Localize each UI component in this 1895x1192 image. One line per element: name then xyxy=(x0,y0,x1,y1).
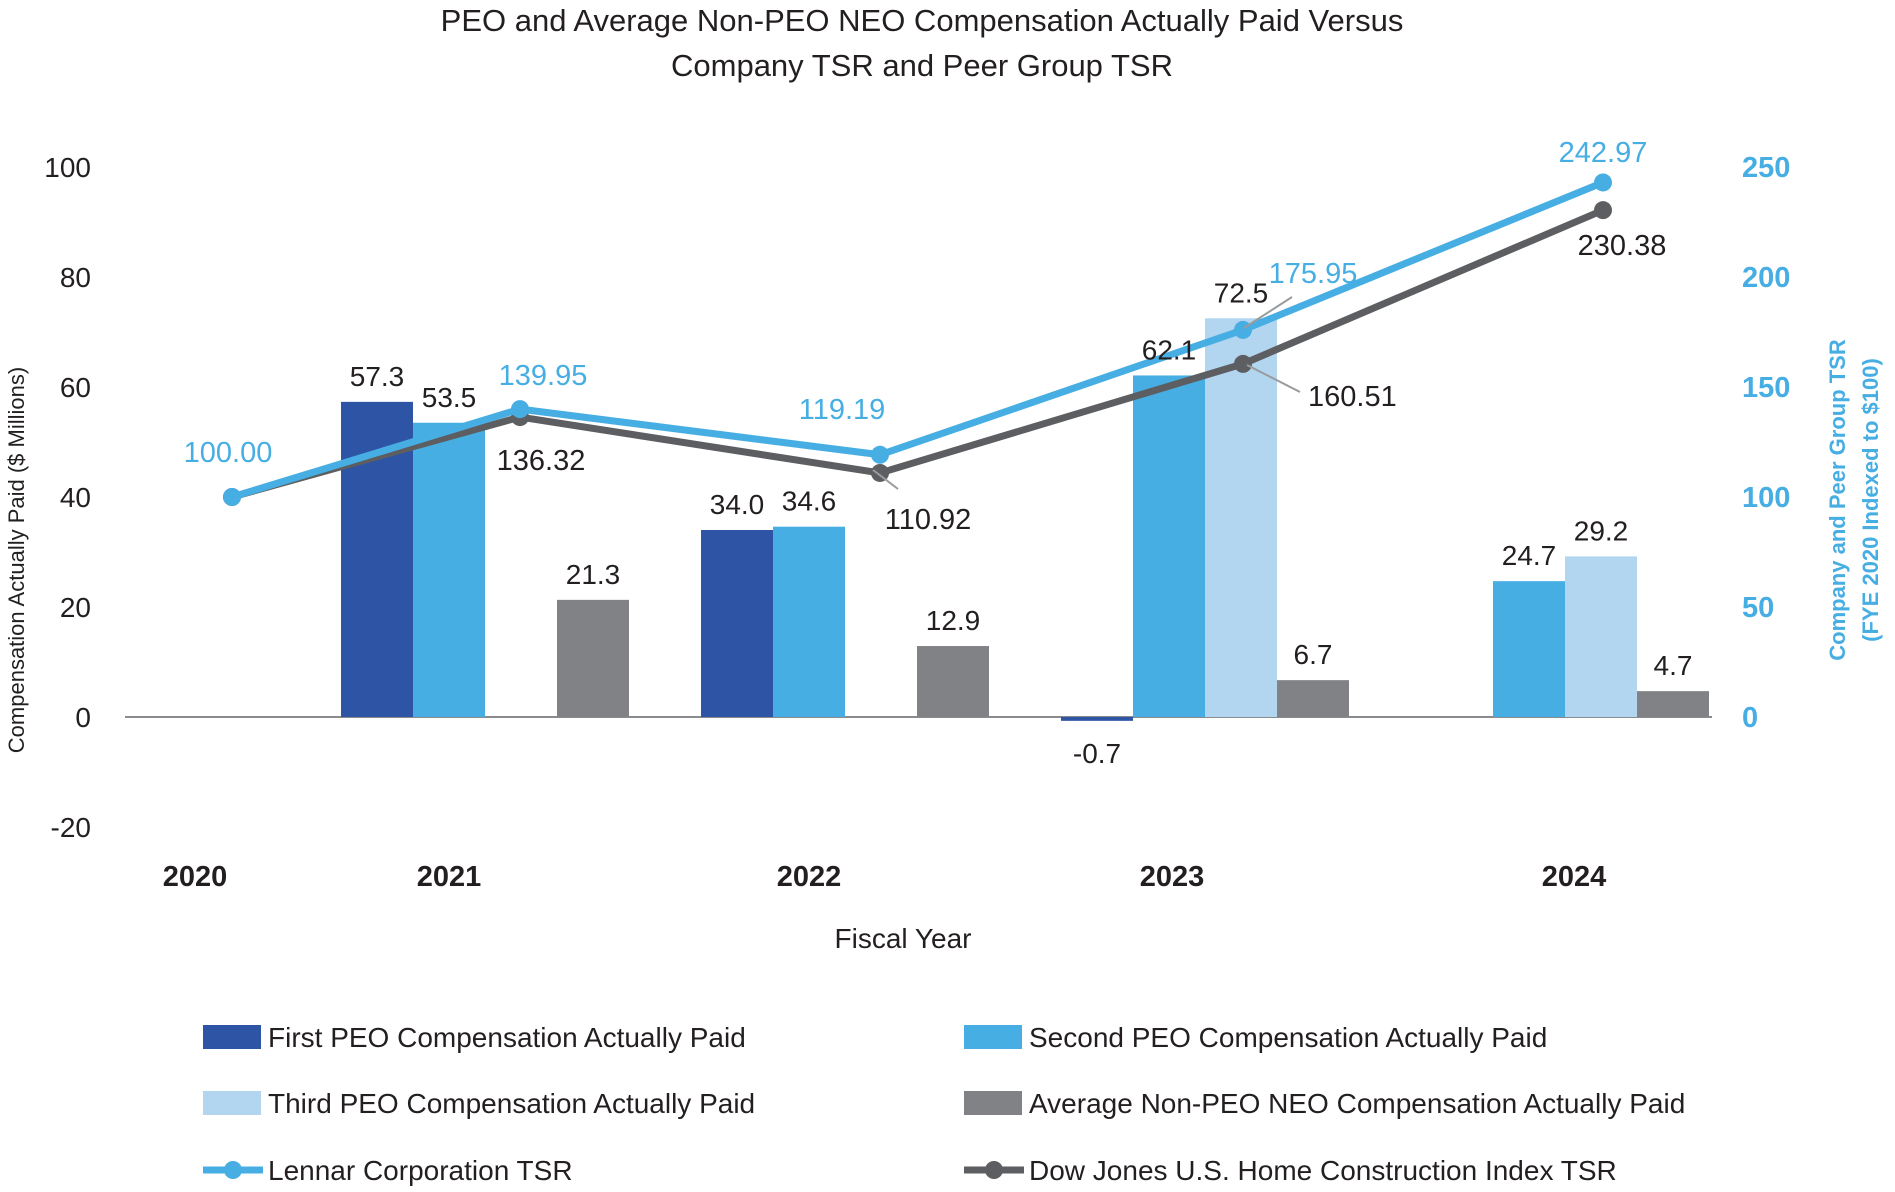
y-left-tick-label: 100 xyxy=(44,152,91,183)
y-right-tick-label: 50 xyxy=(1742,592,1774,624)
bar-data-label: 72.5 xyxy=(1214,277,1269,308)
bar-data-label: 6.7 xyxy=(1294,639,1333,670)
legend-swatch-bar xyxy=(203,1091,261,1115)
marker-dow-jones-tsr xyxy=(1594,201,1612,220)
bar-data-label: 21.3 xyxy=(566,559,621,590)
marker-lennar-tsr xyxy=(871,445,889,464)
bar-data-label: 53.5 xyxy=(422,382,477,413)
bar-2-2024 xyxy=(1493,581,1565,717)
marker-lennar-tsr xyxy=(1594,173,1612,192)
leader-line xyxy=(1243,296,1293,329)
line-data-label-lennar: 139.95 xyxy=(499,360,588,392)
line-data-label-lennar: 175.95 xyxy=(1269,258,1358,290)
legend-swatch-bar xyxy=(203,1025,261,1049)
bar-2-2021 xyxy=(413,422,485,717)
bar-3-2023 xyxy=(1205,318,1277,717)
legend-swatch-marker xyxy=(224,1161,242,1179)
y-right-tick-label: 0 xyxy=(1742,702,1758,734)
bar-data-label: 62.1 xyxy=(1142,334,1197,365)
legend-label: First PEO Compensation Actually Paid xyxy=(268,1022,746,1053)
legend-swatch-bar xyxy=(964,1091,1022,1115)
bar-4-2024 xyxy=(1637,691,1709,717)
line-data-label-dow-jones: 136.32 xyxy=(497,445,586,477)
line-data-label-lennar: 119.19 xyxy=(799,394,886,426)
legend-label: Dow Jones U.S. Home Construction Index T… xyxy=(1029,1155,1617,1186)
bar-data-label: -0.7 xyxy=(1073,738,1121,769)
x-tick-label-2021: 2021 xyxy=(417,861,482,893)
line-data-label-dow-jones: 110.92 xyxy=(885,504,972,536)
bar-3-2024 xyxy=(1565,556,1637,717)
marker-lennar-tsr xyxy=(511,400,529,419)
y-right-tick-label: 150 xyxy=(1742,372,1790,404)
bar-4-2023 xyxy=(1277,680,1349,717)
y-left-tick-label: 80 xyxy=(60,262,91,293)
x-tick-label-2022: 2022 xyxy=(777,861,842,893)
legend-swatch-bar xyxy=(964,1025,1022,1049)
legend-label: Lennar Corporation TSR xyxy=(268,1155,573,1186)
legend-label: Average Non-PEO NEO Compensation Actuall… xyxy=(1029,1088,1685,1119)
y-right-axis-title-line-2: (FYE 2020 Indexed to $100) xyxy=(1858,358,1883,642)
chart-title-line-2: Company TSR and Peer Group TSR xyxy=(671,48,1173,83)
y-left-tick-label: -20 xyxy=(51,812,91,843)
bar-2-2022 xyxy=(773,526,845,717)
bar-data-label: 24.7 xyxy=(1502,540,1557,571)
y-left-tick-label: 20 xyxy=(60,592,91,623)
bar-data-label: 34.0 xyxy=(710,489,765,520)
bar-data-label: 12.9 xyxy=(926,605,981,636)
y-left-tick-label: 60 xyxy=(60,372,91,403)
marker-dow-jones-tsr xyxy=(1234,354,1252,373)
leader-line xyxy=(1246,364,1301,393)
y-left-tick-label: 40 xyxy=(60,482,91,513)
bar-data-label: 29.2 xyxy=(1574,515,1629,546)
y-right-tick-label: 250 xyxy=(1742,152,1790,184)
line-data-label-lennar: 100.00 xyxy=(184,437,273,469)
y-left-tick-label: 0 xyxy=(75,702,91,733)
leader-line xyxy=(872,469,899,490)
bar-1-2023 xyxy=(1061,717,1133,721)
y-left-axis-title: Compensation Actually Paid ($ Millions) xyxy=(4,367,29,753)
line-data-label-dow-jones: 230.38 xyxy=(1578,230,1667,262)
legend-label: Second PEO Compensation Actually Paid xyxy=(1029,1022,1547,1053)
bar-data-label: 34.6 xyxy=(782,486,837,517)
x-tick-label-2024: 2024 xyxy=(1542,861,1607,893)
y-right-tick-label: 100 xyxy=(1742,482,1790,514)
legend-swatch-marker xyxy=(985,1161,1003,1179)
x-axis-title: Fiscal Year xyxy=(835,923,972,954)
marker-lennar-tsr xyxy=(223,488,241,506)
bar-1-2022 xyxy=(701,530,773,717)
chart-title-line-1: PEO and Average Non-PEO NEO Compensation… xyxy=(441,3,1404,38)
y-right-tick-label: 200 xyxy=(1742,262,1790,294)
bar-data-label: 57.3 xyxy=(350,361,405,392)
bar-4-2022 xyxy=(917,646,989,717)
line-data-label-dow-jones: 160.51 xyxy=(1308,381,1397,413)
x-tick-label-2023: 2023 xyxy=(1140,861,1205,893)
bar-2-2023 xyxy=(1133,375,1205,717)
bar-data-label: 4.7 xyxy=(1654,650,1693,681)
marker-dow-jones-tsr xyxy=(871,463,889,482)
y-right-axis-title-line-1: Company and Peer Group TSR xyxy=(1825,339,1850,661)
x-tick-label-2020: 2020 xyxy=(163,861,228,893)
bar-4-2021 xyxy=(557,599,629,717)
legend-label: Third PEO Compensation Actually Paid xyxy=(268,1088,755,1119)
line-data-label-lennar: 242.97 xyxy=(1559,137,1648,169)
